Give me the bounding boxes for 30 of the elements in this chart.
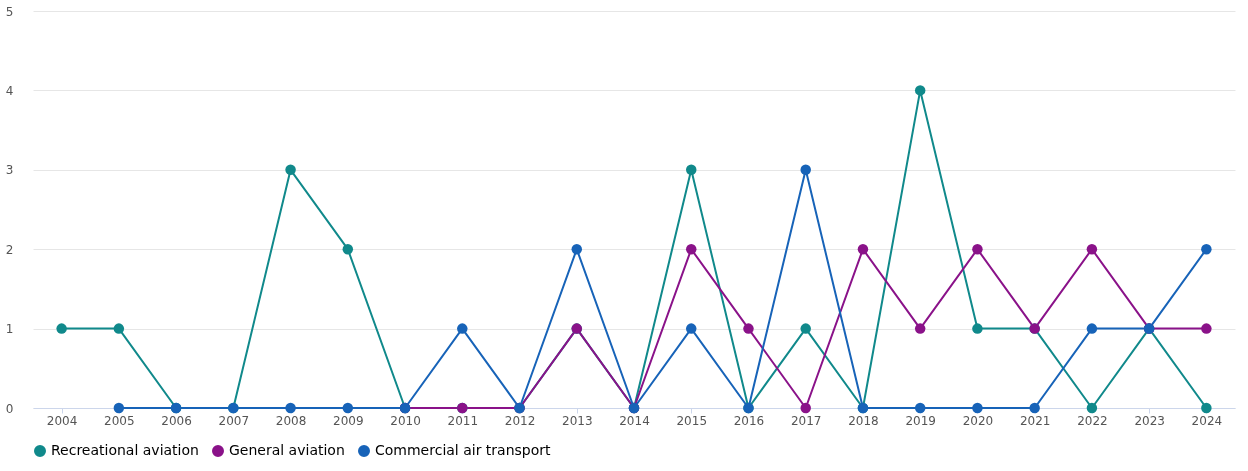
- x-tick-label: 2013: [561, 413, 593, 428]
- x-tick-label: 2021: [1019, 413, 1051, 428]
- x-tick-label: 2011: [447, 413, 479, 428]
- x-tick-label: 2023: [1134, 413, 1165, 428]
- x-tick-label: 2024: [1191, 413, 1223, 428]
- y-tick-label: 4: [5, 83, 14, 98]
- x-tick-label: 2005: [104, 413, 135, 428]
- x-tick-label: 2010: [390, 413, 421, 428]
- x-tick-label: 2004: [46, 413, 78, 428]
- x-tick-label: 2019: [905, 413, 936, 428]
- x-tick-label: 2015: [676, 413, 708, 428]
- y-tick-label: 3: [5, 163, 14, 178]
- x-tick-label: 2009: [333, 413, 364, 428]
- y-tick-label: 1: [5, 322, 14, 337]
- y-tick-label: 2: [5, 242, 14, 257]
- x-tick-label: 2020: [962, 413, 994, 428]
- legend-label: General aviation: [229, 442, 345, 458]
- y-tick-label: 5: [5, 4, 14, 19]
- x-tick-label: 2007: [218, 413, 250, 428]
- x-tick-label: 2012: [504, 413, 536, 428]
- x-tick-label: 2017: [790, 413, 822, 428]
- x-tick-label: 2018: [848, 413, 879, 428]
- x-tick-label: 2006: [161, 413, 192, 428]
- legend-label: Recreational aviation: [51, 442, 199, 458]
- x-tick-label: 2008: [275, 413, 307, 428]
- legend-label: Commercial air transport: [375, 442, 552, 458]
- x-tick-label: 2016: [733, 413, 765, 428]
- y-tick-label: 0: [5, 401, 14, 416]
- x-tick-label: 2014: [619, 413, 650, 428]
- x-tick-label: 2022: [1077, 413, 1108, 428]
